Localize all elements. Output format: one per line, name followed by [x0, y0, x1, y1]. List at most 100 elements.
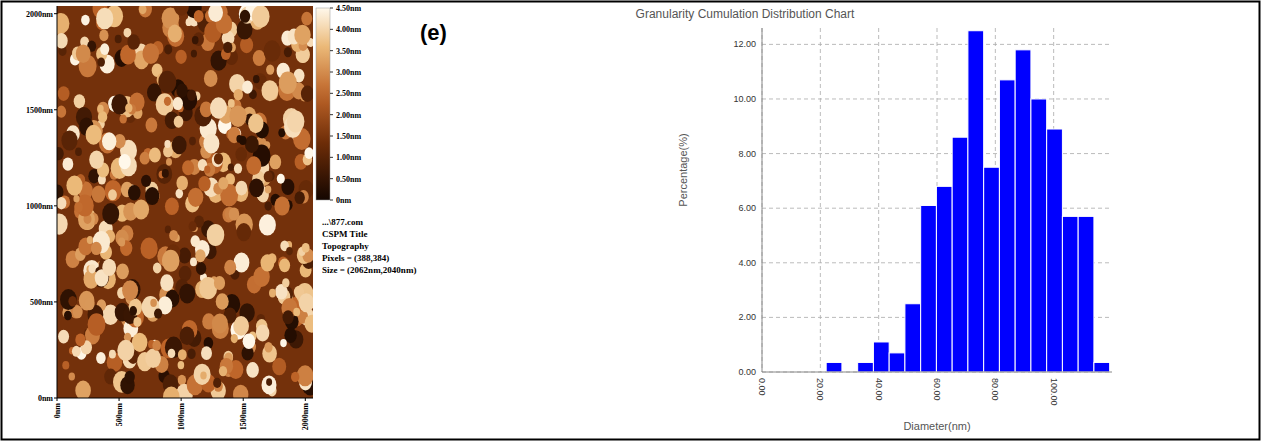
colorbar-label: 2.50nm: [336, 89, 361, 98]
grid-line: [820, 28, 821, 372]
afm-grain: [269, 155, 281, 170]
afm-grain: [145, 349, 161, 368]
afm-grain: [63, 157, 74, 170]
info-text: Pixels = (388,384): [322, 253, 389, 263]
afm-grain: [282, 278, 289, 287]
colorbar-tick: [330, 93, 333, 94]
afm-grain: [280, 339, 287, 347]
bar: [873, 342, 889, 372]
afm-grain: [302, 243, 310, 253]
tick-label: 1000nm: [177, 403, 186, 430]
colorbar-tick: [330, 114, 333, 115]
afm-grain: [57, 197, 66, 209]
afm-grain: [284, 47, 292, 57]
afm-grain: [139, 6, 152, 17]
bar: [921, 205, 937, 372]
axis-title: Percentage(%): [677, 133, 689, 206]
afm-grain: [57, 214, 68, 235]
afm-grain: [264, 40, 281, 61]
afm-grain: [218, 177, 228, 190]
afm-grain: [158, 71, 176, 93]
afm-grain: [294, 25, 310, 45]
bar: [905, 304, 921, 372]
afm-grain: [204, 70, 218, 87]
afm-grain: [62, 361, 69, 370]
afm-grain: [174, 6, 189, 16]
afm-grain: [57, 13, 69, 34]
tick-label: 2000nm: [26, 10, 53, 19]
afm-grain: [75, 147, 82, 156]
afm-grain: [210, 97, 227, 118]
afm-grain: [208, 6, 223, 22]
afm-grain: [109, 350, 116, 359]
afm-grain: [188, 188, 203, 207]
tick-label: 10.00: [733, 94, 756, 104]
afm-grain: [60, 289, 77, 310]
bar: [826, 362, 842, 372]
afm-grain: [152, 340, 161, 351]
bar: [999, 80, 1015, 372]
afm-grain: [150, 299, 157, 307]
afm-grain: [164, 140, 170, 148]
afm-grain: [105, 180, 122, 201]
colorbar-label: 3.00nm: [336, 68, 361, 77]
afm-grain: [140, 152, 150, 165]
afm-grain: [186, 18, 192, 26]
afm-grain: [182, 160, 194, 175]
afm-grain: [256, 324, 270, 341]
afm-grain: [261, 254, 275, 271]
afm-grain: [154, 309, 162, 319]
afm-grain: [179, 266, 192, 282]
figure-frame: [2, 2, 1260, 440]
afm-grain: [237, 223, 252, 241]
afm-grain: [248, 114, 263, 133]
bar: [858, 362, 874, 372]
afm-grain: [301, 12, 312, 26]
tick-label: 80.00: [990, 378, 1000, 401]
afm-grain: [223, 42, 232, 53]
afm-grain: [189, 137, 196, 146]
afm-grain: [141, 175, 151, 187]
info-text: Topography: [322, 241, 369, 251]
afm-grain: [287, 110, 305, 132]
afm-grain: [88, 264, 95, 273]
colorbar-tick: [330, 157, 333, 158]
afm-grain: [253, 50, 266, 66]
bar: [968, 31, 984, 372]
tick-label: 4.00: [738, 258, 756, 268]
colorbar-label: 0.50nm: [336, 175, 361, 184]
tick-label: 1000nm: [26, 202, 53, 211]
afm-grain: [234, 253, 250, 273]
afm-grain: [204, 166, 210, 174]
afm-grain: [192, 36, 199, 44]
afm-grain: [191, 235, 200, 247]
afm-grain: [233, 385, 248, 398]
colorbar-tick: [330, 8, 333, 9]
afm-grain: [189, 221, 197, 231]
afm-grain: [129, 306, 137, 316]
bar: [1062, 216, 1078, 372]
afm-grain: [266, 378, 272, 386]
afm-grain: [228, 99, 235, 108]
tick-label: 0nm: [53, 403, 62, 418]
afm-grain: [85, 298, 95, 311]
afm-grain: [149, 148, 161, 163]
grid-line: [878, 28, 879, 372]
afm-grain: [180, 327, 195, 345]
afm-grain: [97, 57, 105, 66]
info-text: ...\877.com: [322, 217, 363, 227]
afm-grain: [81, 15, 90, 26]
tick-label: 0.00: [738, 367, 756, 377]
tick-label: 40.00: [874, 378, 884, 401]
afm-grain: [200, 372, 206, 380]
afm-grain: [174, 116, 184, 128]
afm-grain: [57, 147, 64, 160]
afm-grain: [203, 134, 219, 154]
afm-grain: [146, 118, 158, 133]
figure: 0nm500nm1000nm1500nm2000nm0nm500nm1000nm…: [0, 0, 1261, 441]
afm-grain: [235, 147, 247, 162]
tick-label: 2.00: [738, 312, 756, 322]
afm-grain: [163, 386, 180, 398]
afm-grain: [98, 111, 107, 123]
bar: [1094, 362, 1110, 372]
